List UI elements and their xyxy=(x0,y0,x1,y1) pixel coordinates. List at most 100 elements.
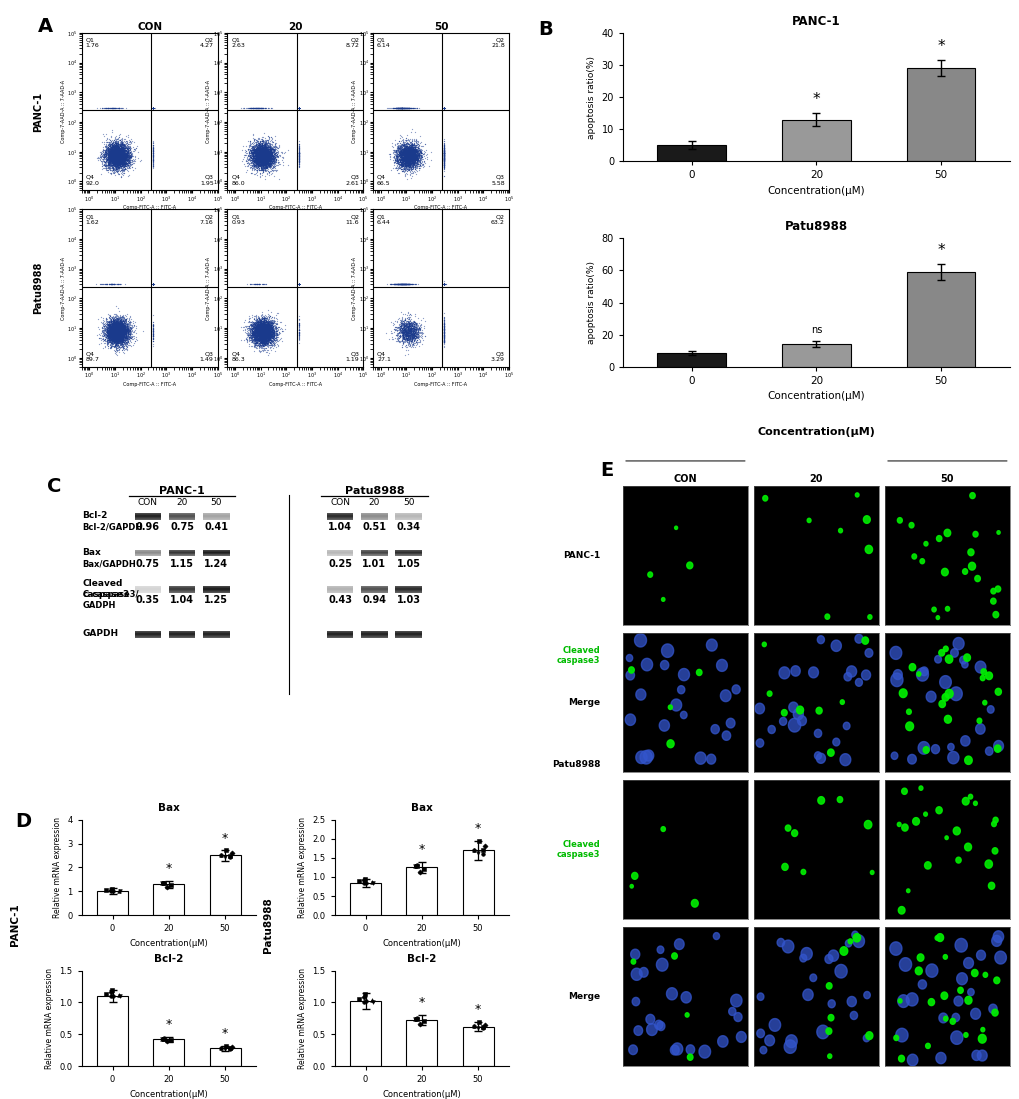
Point xyxy=(121,142,138,159)
Point xyxy=(262,328,278,345)
Point xyxy=(400,140,417,157)
Point xyxy=(290,276,307,293)
Point xyxy=(105,143,121,160)
Point xyxy=(401,154,418,171)
Point xyxy=(111,143,127,160)
Point xyxy=(262,328,278,345)
Point xyxy=(436,276,452,293)
Point xyxy=(396,276,413,293)
Point xyxy=(256,149,272,167)
Point xyxy=(436,276,452,293)
Point xyxy=(436,140,452,157)
Point xyxy=(392,99,409,116)
Point xyxy=(108,144,124,162)
Point xyxy=(436,324,452,342)
Point xyxy=(436,99,452,116)
Point xyxy=(290,276,307,293)
Point xyxy=(249,328,265,345)
Point xyxy=(114,335,130,353)
Point xyxy=(117,138,133,156)
Point xyxy=(108,154,124,171)
Point xyxy=(103,145,119,163)
Point xyxy=(436,99,452,116)
Point xyxy=(265,158,281,176)
Point xyxy=(256,140,272,157)
Point xyxy=(108,147,124,165)
Point xyxy=(436,99,452,116)
Point xyxy=(436,276,452,293)
Point xyxy=(116,319,132,336)
Point xyxy=(290,99,307,116)
Point xyxy=(103,321,119,338)
Point xyxy=(145,276,161,293)
Point xyxy=(290,276,307,293)
Point xyxy=(244,330,260,347)
Point xyxy=(253,144,269,162)
Point xyxy=(117,318,133,335)
Point xyxy=(405,164,421,181)
Point xyxy=(260,325,276,343)
Point xyxy=(247,140,263,157)
Point xyxy=(108,146,124,164)
Point xyxy=(109,145,125,163)
Point xyxy=(252,147,268,165)
Point xyxy=(255,151,271,168)
Point xyxy=(145,149,161,167)
Point xyxy=(392,156,409,174)
Point xyxy=(249,154,265,171)
Point xyxy=(399,149,416,167)
Point xyxy=(397,144,414,162)
Point xyxy=(290,276,307,293)
Point xyxy=(254,321,270,338)
Point xyxy=(393,99,410,116)
Point xyxy=(156,875,172,892)
Point xyxy=(111,324,127,342)
Point xyxy=(117,313,133,331)
Point xyxy=(412,333,428,351)
Point xyxy=(266,148,282,166)
Point xyxy=(108,141,124,158)
Point xyxy=(112,144,128,162)
Point xyxy=(400,146,417,164)
Point xyxy=(290,99,307,116)
Point xyxy=(102,151,118,168)
Point xyxy=(258,328,274,345)
Point xyxy=(436,276,452,293)
Text: Bax/GAPDH: Bax/GAPDH xyxy=(83,559,137,568)
Point xyxy=(255,331,271,348)
Point xyxy=(436,99,452,116)
Point xyxy=(238,317,255,334)
Point xyxy=(436,276,452,293)
Point xyxy=(112,141,128,158)
Point xyxy=(111,148,127,166)
Point xyxy=(396,147,413,165)
Point xyxy=(115,154,131,171)
Point xyxy=(399,155,416,173)
Point xyxy=(436,276,452,293)
Point xyxy=(105,141,121,158)
Point xyxy=(436,276,452,293)
Point xyxy=(117,154,133,171)
Point xyxy=(436,99,452,116)
Point xyxy=(395,146,412,164)
Point xyxy=(436,276,452,293)
Point xyxy=(290,99,307,116)
Point xyxy=(255,324,271,342)
Point xyxy=(436,276,452,293)
Point xyxy=(267,328,283,345)
Point xyxy=(113,323,129,341)
Point xyxy=(417,135,433,153)
Point xyxy=(112,333,128,351)
Point xyxy=(106,151,122,168)
Point xyxy=(400,149,417,167)
Point xyxy=(242,323,258,341)
Point xyxy=(257,319,273,336)
Point xyxy=(262,308,278,325)
Point xyxy=(252,143,268,160)
Point xyxy=(397,149,414,167)
Point xyxy=(109,321,125,338)
Point xyxy=(405,149,421,167)
Point xyxy=(257,318,273,335)
Point xyxy=(247,149,263,167)
Point xyxy=(145,99,161,116)
